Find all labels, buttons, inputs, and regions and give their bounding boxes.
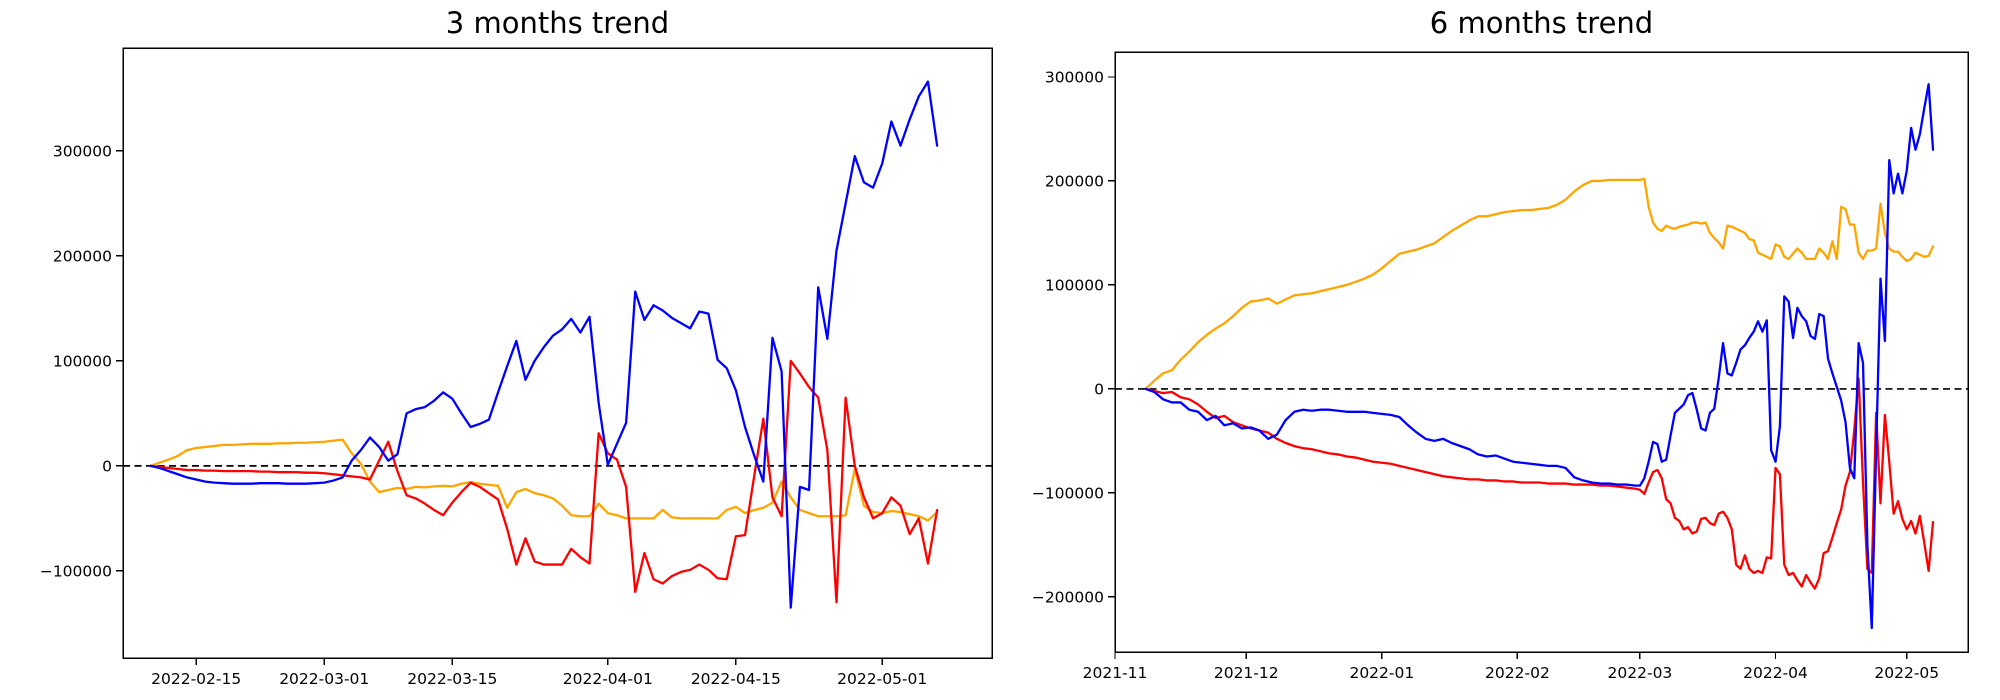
chart-0: 300000 200000 100000 0 −100000 2022-02-15 2022… [40,47,993,688]
y-tick-label: −100000 [1032,484,1104,502]
chart-title-6-months: 6 months trend [1429,6,1654,40]
y-tick-label: 0 [102,457,112,475]
x-tick-label: 2021-12 [1214,664,1279,682]
x-tick-label: 2022-02 [1485,664,1550,682]
x-tick-label: 2022-03-15 [407,670,497,688]
plot-frame [122,47,993,659]
y-tick-label: 100000 [1045,276,1104,294]
x-tick-label: 2022-04-01 [563,670,653,688]
series-blue-line [149,80,939,609]
series-blue-line [1144,83,1935,630]
y-tick-label: 0 [1094,380,1104,398]
y-tick-label: 200000 [1045,172,1104,190]
series-orange-line [1144,177,1935,391]
plot-frame [1114,51,1969,653]
x-tick-label: 2022-04 [1743,664,1808,682]
x-tick-label: 2022-05-01 [837,670,927,688]
x-tick-label: 2022-03 [1608,664,1673,682]
x-tick-label: 2022-02-15 [151,670,241,688]
chart-title-3-months: 3 months trend [445,6,670,40]
y-tick-label: −100000 [40,562,112,580]
y-tick-label: 200000 [53,247,112,265]
y-tick-label: −200000 [1032,588,1104,606]
x-tick-label: 2022-03-01 [279,670,369,688]
chart-1: 300000 200000 100000 0 −100000 −200000 2021-11… [1032,51,1969,682]
series-orange-line [149,438,939,522]
y-tick-label: 300000 [1045,68,1104,86]
y-tick-label: 300000 [53,142,112,160]
series-red-line [149,359,939,604]
x-tick-label: 2021-11 [1083,664,1148,682]
y-tick-label: 100000 [53,352,112,370]
series-red-line [1144,377,1935,590]
x-tick-label: 2022-01 [1349,664,1414,682]
x-tick-label: 2022-05 [1874,664,1939,682]
x-tick-label: 2022-04-15 [691,670,781,688]
